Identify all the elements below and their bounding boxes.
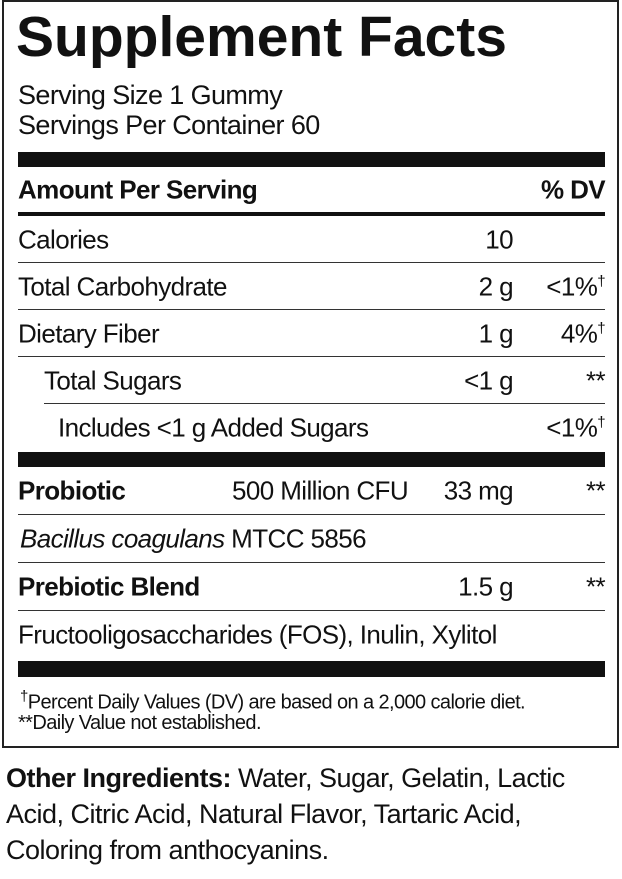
nutrient-row-calories: Calories 10 xyxy=(18,216,605,263)
nutrient-dv: <1%† xyxy=(546,271,605,301)
nutrient-amount: 10 xyxy=(485,224,513,254)
serving-size: Serving Size 1 Gummy xyxy=(18,80,283,110)
thick-divider xyxy=(18,152,605,167)
not-established-footnote: **Daily Value not established. xyxy=(18,712,262,734)
nutrient-row-sugars: Total Sugars <1 g ** xyxy=(18,357,606,404)
nutrient-row-carbohydrate: Total Carbohydrate 2 g <1%† xyxy=(18,263,606,310)
nutrient-name: Total Carbohydrate xyxy=(18,271,227,301)
other-ingredients: Other Ingredients: Water, Sugar, Gelatin… xyxy=(6,763,565,865)
nutrient-name: Total Sugars xyxy=(44,365,182,395)
probiotic-cfu: 500 Million CFU xyxy=(232,475,409,506)
nutrient-dv: ** xyxy=(585,365,606,395)
nutrient-name: Calories xyxy=(18,224,109,254)
dv-footnote: †Percent Daily Values (DV) are based on … xyxy=(20,688,526,714)
supplement-facts-panel xyxy=(2,0,619,748)
thick-divider xyxy=(18,661,605,677)
probiotic-strain-row: Bacillus coagulans MTCC 5856 xyxy=(18,515,605,563)
probiotic-amount: 33 mg xyxy=(443,475,514,506)
nutrient-amount: 1 g xyxy=(478,318,514,348)
probiotic-dv: ** xyxy=(585,475,606,506)
prebiotic-amount: 1.5 g xyxy=(458,571,513,602)
nutrient-row-fiber: Dietary Fiber 1 g 4%† xyxy=(18,310,606,357)
probiotic-strain: Bacillus coagulans MTCC 5856 xyxy=(20,523,367,554)
nutrient-amount: 2 g xyxy=(478,271,514,301)
dv-heading: % DV xyxy=(540,174,606,204)
panel-title: Supplement Facts xyxy=(16,5,507,69)
prebiotic-name: Prebiotic Blend xyxy=(18,571,200,602)
nutrient-row-added-sugars: Includes <1 g Added Sugars <1%† xyxy=(18,404,606,451)
prebiotic-ingredients: Fructooligosaccharides (FOS), Inulin, Xy… xyxy=(18,619,497,650)
nutrient-dv: 4%† xyxy=(560,318,606,348)
medium-divider xyxy=(18,212,605,216)
thick-divider xyxy=(18,452,605,467)
nutrient-name: Dietary Fiber xyxy=(18,318,160,348)
nutrient-dv: <1%† xyxy=(546,412,605,442)
probiotic-row: Probiotic 500 Million CFU 33 mg ** xyxy=(18,467,606,515)
nutrient-amount: <1 g xyxy=(464,365,514,395)
prebiotic-row: Prebiotic Blend 1.5 g ** xyxy=(18,563,606,611)
amount-per-serving-heading: Amount Per Serving xyxy=(18,174,258,204)
prebiotic-dv: ** xyxy=(585,571,606,602)
prebiotic-ingredients-row: Fructooligosaccharides (FOS), Inulin, Xy… xyxy=(18,611,605,659)
header-row: Amount Per Serving % DV xyxy=(18,167,606,212)
probiotic-name: Probiotic xyxy=(18,475,126,506)
nutrient-name: Includes <1 g Added Sugars xyxy=(58,412,369,442)
servings-per-container: Servings Per Container 60 xyxy=(18,110,320,140)
